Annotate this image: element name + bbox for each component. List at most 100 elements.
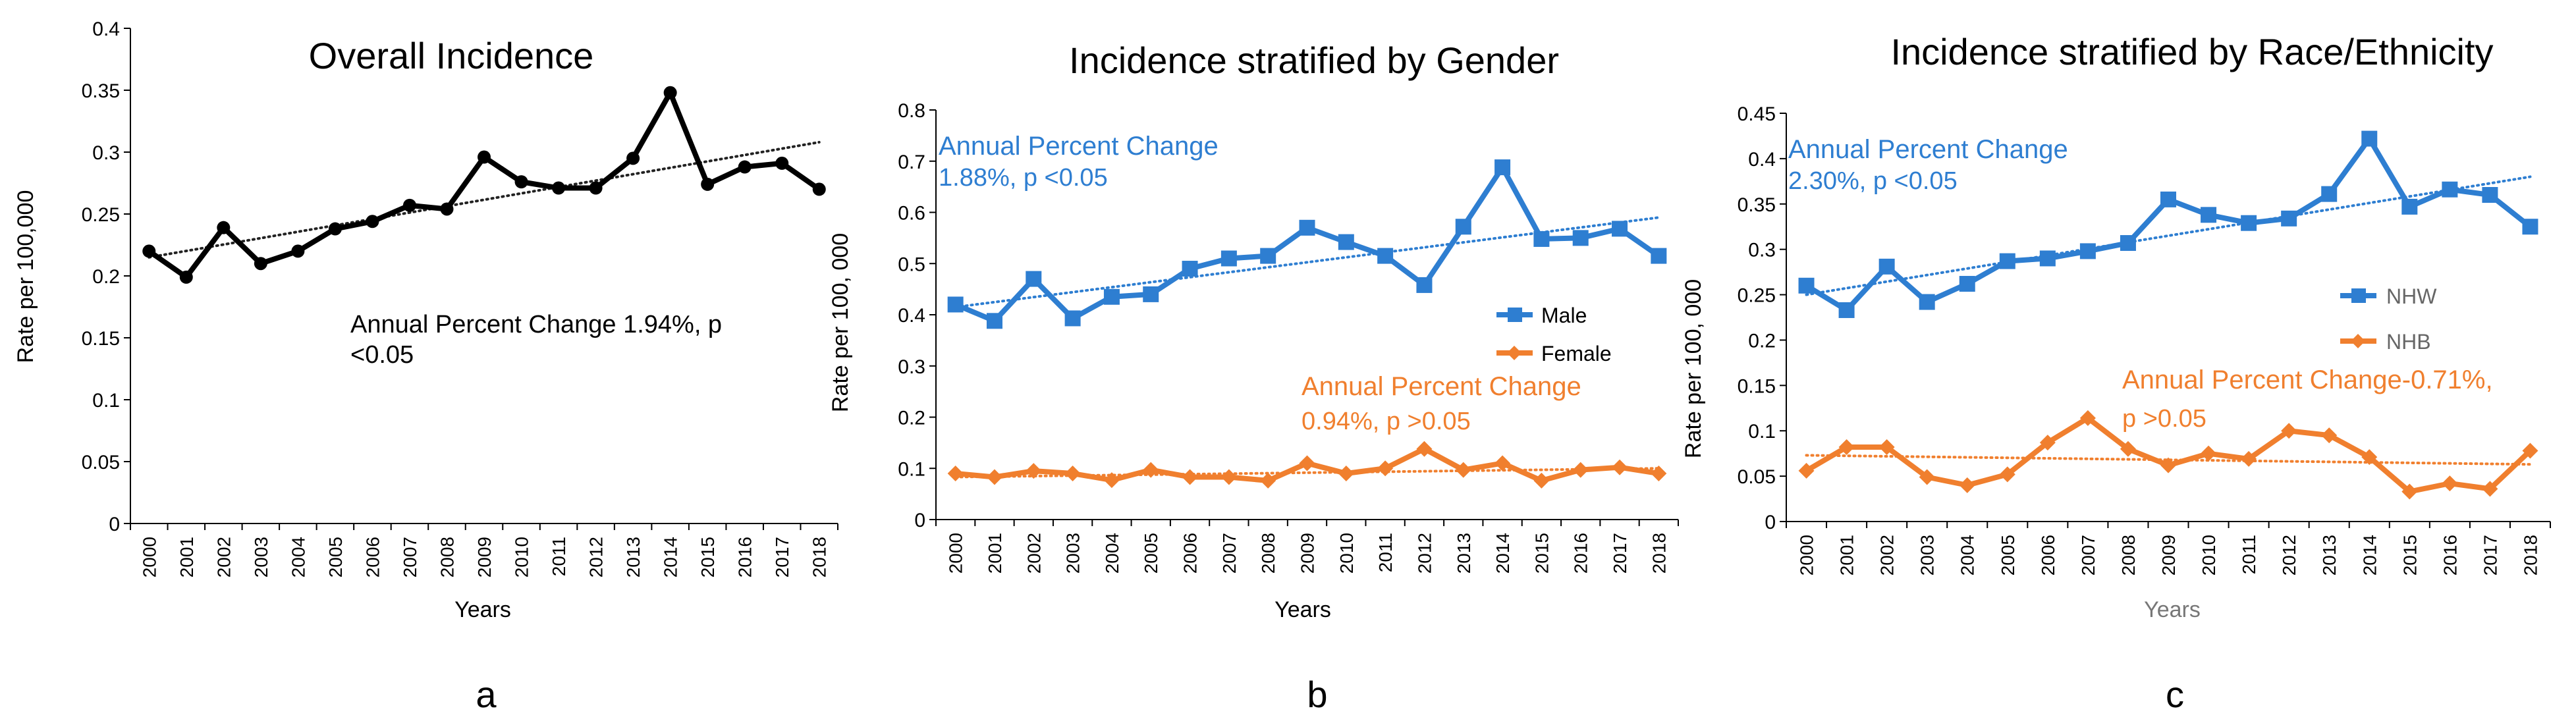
x-tick-label: 2015 xyxy=(698,537,718,577)
x-tick-label: 2016 xyxy=(1571,533,1591,574)
data-point xyxy=(2442,475,2458,492)
data-point xyxy=(663,86,677,99)
x-tick-label: 2013 xyxy=(1454,533,1474,574)
data-point xyxy=(478,150,491,164)
y-tick-label: 0.2 xyxy=(1748,330,1776,352)
y-axis-label: Rate per 100,000 xyxy=(13,190,38,363)
data-point xyxy=(2079,243,2096,259)
data-point xyxy=(254,257,267,271)
x-tick-label: 2015 xyxy=(2399,535,2420,576)
x-tick-label: 2003 xyxy=(1917,535,1938,576)
panel-overall-incidence: Overall Incidence Rate per 100,000 Years… xyxy=(13,18,838,715)
annotation-line: 0.94%, p >0.05 xyxy=(1302,408,1471,435)
x-tick-label: 2017 xyxy=(772,537,792,577)
y-tick-label: 0.2 xyxy=(898,408,925,429)
x-tick-label: 2007 xyxy=(1219,533,1240,574)
data-point xyxy=(402,198,416,212)
legend-item-female: Female xyxy=(1496,342,1612,365)
data-point xyxy=(812,182,826,196)
data-point xyxy=(2321,186,2338,202)
x-tick-label: 2010 xyxy=(2199,535,2219,576)
data-point xyxy=(1220,250,1237,267)
y-tick-label: 0 xyxy=(109,514,120,535)
x-tick-label: 2018 xyxy=(2520,535,2540,576)
annotation-line: Annual Percent Change-0.71%, xyxy=(2122,365,2493,394)
data-point xyxy=(589,181,603,195)
x-tick-label: 2010 xyxy=(512,537,532,577)
x-tick-label: 2016 xyxy=(735,537,755,577)
x-tick-label: 2004 xyxy=(1958,535,1978,576)
x-tick-label: 2017 xyxy=(2480,535,2500,576)
panel-label: b xyxy=(1307,674,1327,715)
legend-item-nhw: NHW xyxy=(2340,284,2437,308)
x-tick-label: 2009 xyxy=(1298,533,1318,574)
data-point xyxy=(2039,435,2056,451)
panel-gender-incidence: Incidence stratified by Gender Rate per … xyxy=(828,40,1679,715)
annotation-nhw-apc: Annual Percent Change 2.30%, p <0.05 xyxy=(1788,135,2068,195)
data-point xyxy=(1103,288,1120,305)
data-point xyxy=(1651,466,1667,482)
x-tick-label: 2002 xyxy=(1877,535,1898,576)
chart-title: Incidence stratified by Race/Ethnicity xyxy=(1890,31,2493,72)
data-point xyxy=(2160,191,2176,207)
data-point xyxy=(1182,469,1198,485)
data-point xyxy=(947,466,964,482)
x-tick-label: 2017 xyxy=(1610,533,1630,574)
data-point xyxy=(179,270,193,284)
y-tick-label: 0.45 xyxy=(1738,103,1776,125)
y-tick-label: 0.5 xyxy=(898,254,925,275)
x-tick-label: 2006 xyxy=(2038,535,2058,576)
data-point xyxy=(1999,253,2015,269)
x-tick-label: 2016 xyxy=(2440,535,2460,576)
x-tick-label: 2008 xyxy=(1258,533,1278,574)
data-point xyxy=(2120,441,2136,457)
data-point xyxy=(1026,271,1042,287)
data-point xyxy=(986,313,1002,329)
data-point xyxy=(1026,463,1042,479)
y-tick-label: 0.1 xyxy=(1748,421,1776,443)
annotation-line: 2.30%, p <0.05 xyxy=(1788,167,1958,195)
data-point xyxy=(1299,455,1315,471)
x-tick-label: 2003 xyxy=(1063,533,1083,574)
data-point xyxy=(1455,219,1471,235)
data-point xyxy=(440,202,454,216)
x-axis-label: Years xyxy=(454,597,511,622)
data-point xyxy=(1377,460,1394,477)
x-tick-label: 2015 xyxy=(1531,533,1552,574)
panel-race-ethnicity-incidence: Incidence stratified by Race/Ethnicity R… xyxy=(1681,31,2551,715)
data-point xyxy=(775,156,789,170)
data-point xyxy=(1260,472,1276,489)
y-tick-label: 0.25 xyxy=(82,204,120,226)
data-point xyxy=(1455,462,1471,478)
data-point xyxy=(1494,159,1511,176)
legend-label: Male xyxy=(1541,304,1587,327)
y-tick-label: 0.6 xyxy=(898,203,925,225)
trend-line-nhb xyxy=(1805,454,2532,466)
y-tick-label: 0.1 xyxy=(92,390,120,412)
data-point xyxy=(1260,248,1276,264)
x-tick-label: 2007 xyxy=(2078,535,2098,576)
data-point xyxy=(1572,230,1589,246)
data-point xyxy=(1612,221,1628,237)
data-point xyxy=(1919,294,1935,310)
y-tick-label: 0.15 xyxy=(82,328,120,350)
x-tick-label: 2000 xyxy=(139,537,159,577)
data-point xyxy=(738,160,752,174)
x-tick-label: 2012 xyxy=(586,537,607,577)
x-tick-label: 2000 xyxy=(1797,535,1817,576)
x-tick-label: 2010 xyxy=(1336,533,1357,574)
data-point xyxy=(2241,450,2257,467)
y-tick-label: 0 xyxy=(914,510,925,531)
data-point xyxy=(2401,483,2418,500)
data-point xyxy=(2120,235,2136,252)
annotation-male-apc: Annual Percent Change 1.88%, p <0.05 xyxy=(939,132,1219,192)
x-tick-label: 2013 xyxy=(2319,535,2340,576)
legend: NHW NHB xyxy=(2340,284,2437,354)
annotation-line: 1.88%, p <0.05 xyxy=(939,164,1108,192)
data-point xyxy=(2281,423,2297,439)
data-point xyxy=(2482,481,2498,497)
data-point xyxy=(986,469,1002,485)
x-tick-label: 2002 xyxy=(1024,533,1044,574)
data-point xyxy=(2160,457,2176,473)
data-point xyxy=(1143,286,1159,302)
